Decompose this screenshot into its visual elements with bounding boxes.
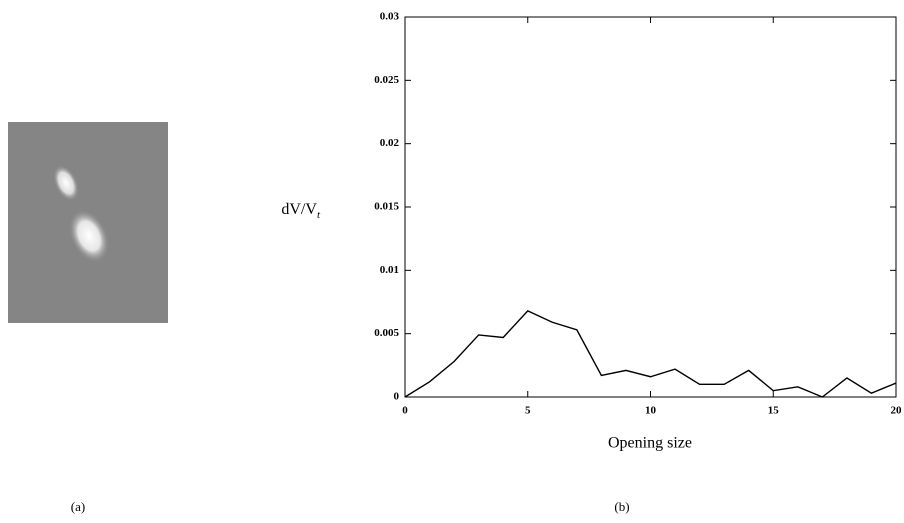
x-tick-label: 20: [891, 405, 903, 417]
y-tick-label: 0.02: [380, 137, 400, 149]
plot-frame: [404, 16, 897, 398]
y-tick-label: 0.03: [380, 11, 400, 23]
panel-label: (b): [614, 499, 629, 514]
x-tick-label: 10: [645, 405, 657, 417]
micrograph: [8, 122, 168, 323]
panel-label: (a): [71, 499, 85, 514]
x-tick-label: 0: [402, 405, 408, 417]
x-tick-label: 15: [768, 405, 780, 417]
y-tick-label: 0.005: [374, 327, 399, 339]
y-label-main: dV/V: [281, 201, 317, 218]
blob: [53, 165, 79, 201]
y-axis-label: dV/Vt: [281, 201, 321, 221]
data-line: [404, 310, 897, 398]
y-tick-label: 0.01: [380, 264, 399, 276]
y-label-sub: t: [317, 209, 321, 221]
x-tick-label: 5: [525, 405, 531, 417]
y-tick-label: 0.015: [374, 201, 399, 213]
blob: [68, 209, 110, 263]
x-axis-label: Opening size: [608, 435, 692, 452]
y-tick-label: 0: [394, 391, 400, 403]
y-tick-label: 0.025: [374, 74, 399, 86]
